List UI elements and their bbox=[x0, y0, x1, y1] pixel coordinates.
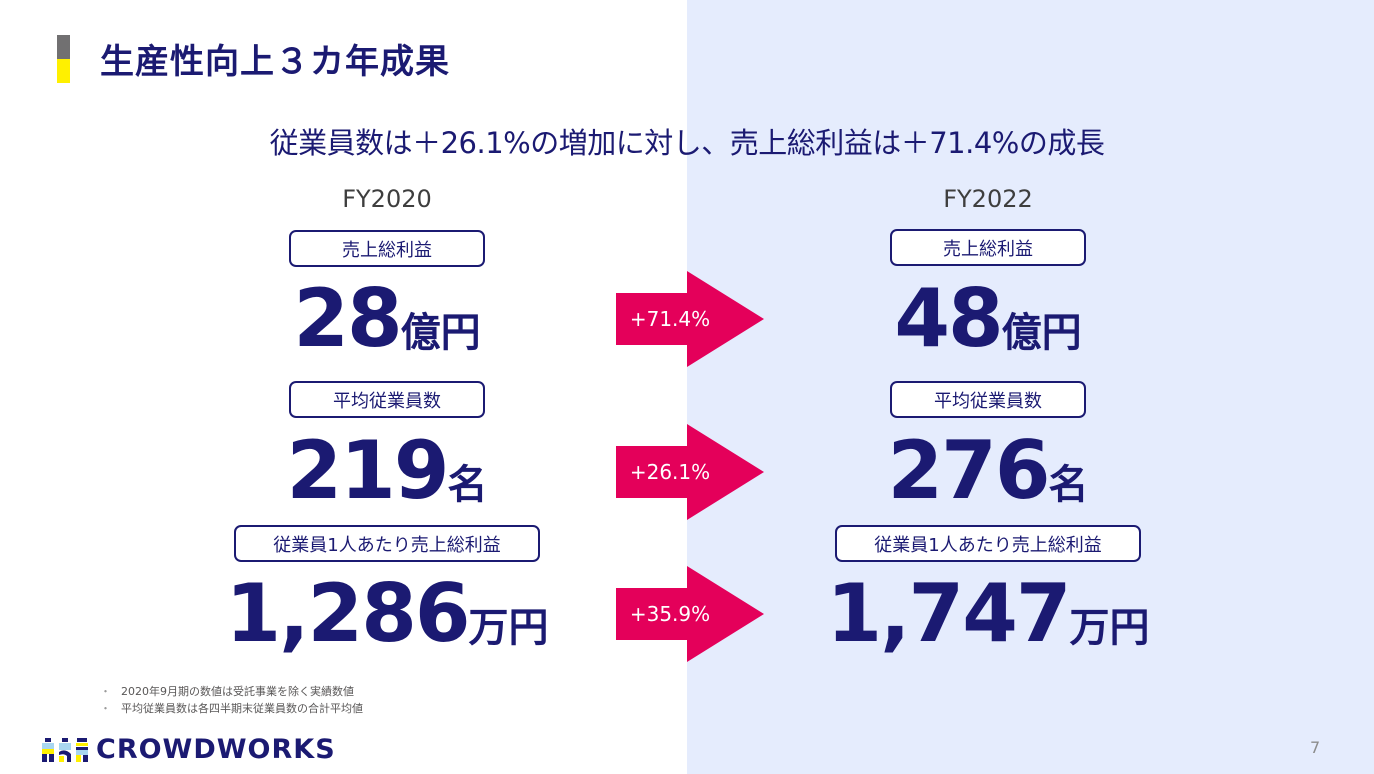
value-unit: 名 bbox=[1048, 462, 1089, 508]
year-label: FY2020 bbox=[342, 185, 432, 213]
metric-value-avg-employees: 219名 bbox=[177, 424, 597, 517]
crowdworks-logo: CROWDWORKS bbox=[42, 734, 336, 765]
metric-value-profit-per-employee: 1,286万円 bbox=[177, 567, 597, 660]
arrow-right-icon bbox=[616, 424, 764, 520]
page-number: 7 bbox=[1310, 738, 1321, 757]
year-label: FY2022 bbox=[943, 185, 1033, 213]
title-bar-yellow bbox=[57, 59, 70, 83]
value-unit: 名 bbox=[447, 462, 488, 508]
value-number: 1,286 bbox=[225, 567, 470, 660]
growth-percent: +35.9% bbox=[629, 602, 711, 626]
metric-label-avg-employees: 平均従業員数 bbox=[289, 381, 485, 418]
growth-arrow-profit-per-employee: +35.9% bbox=[616, 566, 764, 662]
arrow-right-icon bbox=[616, 566, 764, 662]
growth-arrow-gross-profit: +71.4% bbox=[616, 271, 764, 367]
logo-mark-icon bbox=[42, 737, 88, 762]
footnote: ・平均従業員数は各四半期末従業員数の合計平均値 bbox=[100, 702, 363, 715]
value-number: 48 bbox=[894, 272, 1003, 365]
value-unit: 億円 bbox=[1001, 310, 1082, 356]
metric-label-gross-profit: 売上総利益 bbox=[289, 230, 485, 267]
metric-value-profit-per-employee: 1,747万円 bbox=[778, 567, 1198, 660]
summary-headline: 従業員数は＋26.1%の増加に対し、売上総利益は＋71.4%の成長 bbox=[269, 126, 1105, 160]
title-accent-bar bbox=[57, 35, 70, 83]
growth-arrow-employees: +26.1% bbox=[616, 424, 764, 520]
value-number: 28 bbox=[293, 272, 402, 365]
title-bar-gray bbox=[57, 35, 70, 59]
metric-label-gross-profit: 売上総利益 bbox=[890, 229, 1086, 266]
metric-label-avg-employees: 平均従業員数 bbox=[890, 381, 1086, 418]
value-number: 276 bbox=[887, 424, 1051, 517]
growth-percent: +26.1% bbox=[629, 460, 711, 484]
metric-value-gross-profit: 28億円 bbox=[177, 272, 597, 365]
value-number: 1,747 bbox=[826, 567, 1071, 660]
footnote: ・ 2020年9月期の数値は受託事業を除く実績数値 bbox=[100, 685, 354, 698]
value-number: 219 bbox=[286, 424, 450, 517]
footnotes: ・ 2020年9月期の数値は受託事業を除く実績数値 ・平均従業員数は各四半期末従業… bbox=[100, 683, 363, 717]
value-unit: 万円 bbox=[1069, 605, 1150, 651]
metric-label-profit-per-employee: 従業員1人あたり売上総利益 bbox=[234, 525, 540, 562]
metric-value-gross-profit: 48億円 bbox=[778, 272, 1198, 365]
value-unit: 万円 bbox=[468, 605, 549, 651]
arrow-right-icon bbox=[616, 271, 764, 367]
metric-label-profit-per-employee: 従業員1人あたり売上総利益 bbox=[835, 525, 1141, 562]
value-unit: 億円 bbox=[400, 310, 481, 356]
growth-percent: +71.4% bbox=[629, 307, 711, 331]
page-title: 生産性向上３カ年成果 bbox=[100, 42, 450, 82]
logo-wordmark: CROWDWORKS bbox=[96, 734, 336, 765]
metric-value-avg-employees: 276名 bbox=[778, 424, 1198, 517]
